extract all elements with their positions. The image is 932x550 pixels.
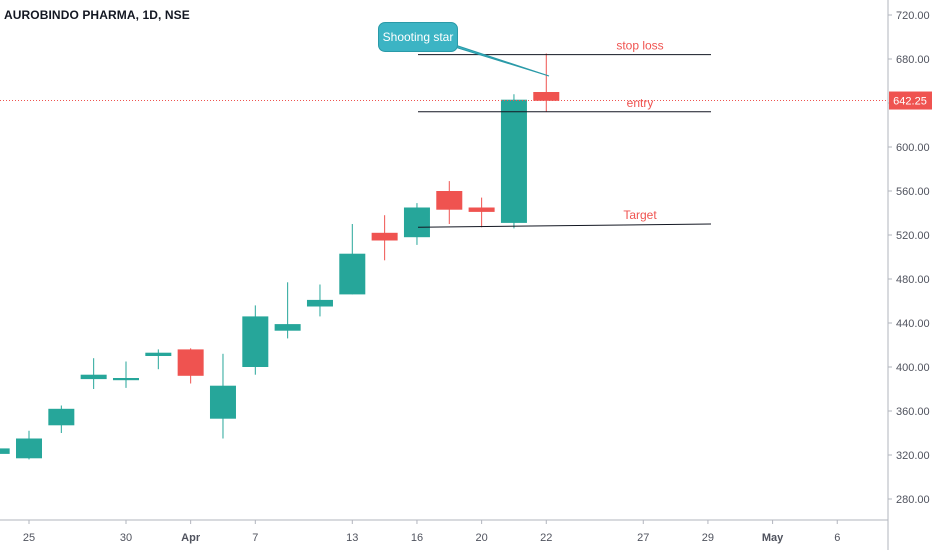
time-tick-label: 20 xyxy=(475,532,487,544)
time-tick-label: Apr xyxy=(181,532,201,544)
time-tick-label: 29 xyxy=(702,532,714,544)
shooting-star-callout[interactable]: Shooting star xyxy=(378,22,458,52)
candle-body xyxy=(80,374,107,380)
price-tick-label: 720.00 xyxy=(896,10,930,22)
price-tick-label: 400.00 xyxy=(896,362,930,374)
candle-body xyxy=(533,92,560,101)
annotation-line-target xyxy=(417,223,712,228)
candle-body xyxy=(500,99,527,223)
candle-body xyxy=(0,448,10,454)
price-tick-label: 560.00 xyxy=(896,186,930,198)
time-tick-label: 6 xyxy=(834,532,840,544)
time-tick-label: 22 xyxy=(540,532,552,544)
annotation-label-target: Target xyxy=(623,208,657,222)
candle-body xyxy=(403,207,430,238)
last-price-label: 642.25 xyxy=(893,96,927,108)
price-tick-label: 520.00 xyxy=(896,230,930,242)
price-tick-label: 600.00 xyxy=(896,142,930,154)
time-tick-label: 27 xyxy=(637,532,649,544)
price-tick-label: 280.00 xyxy=(896,494,930,506)
time-tick-label: May xyxy=(762,532,784,544)
candle-body xyxy=(145,352,172,356)
annotation-label-stop-loss: stop loss xyxy=(616,39,663,53)
last-price-label-bg xyxy=(889,91,932,110)
time-tick-label: 7 xyxy=(252,532,258,544)
price-tick-label: 360.00 xyxy=(896,406,930,418)
candle-body xyxy=(209,385,236,419)
candle-body xyxy=(48,408,75,426)
candle-body xyxy=(16,438,42,459)
candle-body xyxy=(306,299,333,307)
candle-body xyxy=(371,232,398,241)
candle-body xyxy=(112,378,139,381)
candle-body xyxy=(274,324,301,331)
price-tick-label: 480.00 xyxy=(896,274,930,286)
time-tick-label: 30 xyxy=(120,532,132,544)
chart-title: AUROBINDO PHARMA, 1D, NSE xyxy=(4,8,190,22)
price-tick-label: 320.00 xyxy=(896,450,930,462)
annotation-label-entry: entry xyxy=(627,96,654,110)
candle-body xyxy=(177,349,204,376)
time-tick-label: 25 xyxy=(23,532,35,544)
price-tick-label: 680.00 xyxy=(896,54,930,66)
time-tick-label: 13 xyxy=(346,532,358,544)
candle-body xyxy=(468,207,495,212)
candle-body xyxy=(242,316,269,367)
price-tick-label: 440.00 xyxy=(896,318,930,330)
candle-body xyxy=(339,253,366,295)
time-tick-label: 16 xyxy=(411,532,423,544)
candle-body xyxy=(436,191,463,210)
